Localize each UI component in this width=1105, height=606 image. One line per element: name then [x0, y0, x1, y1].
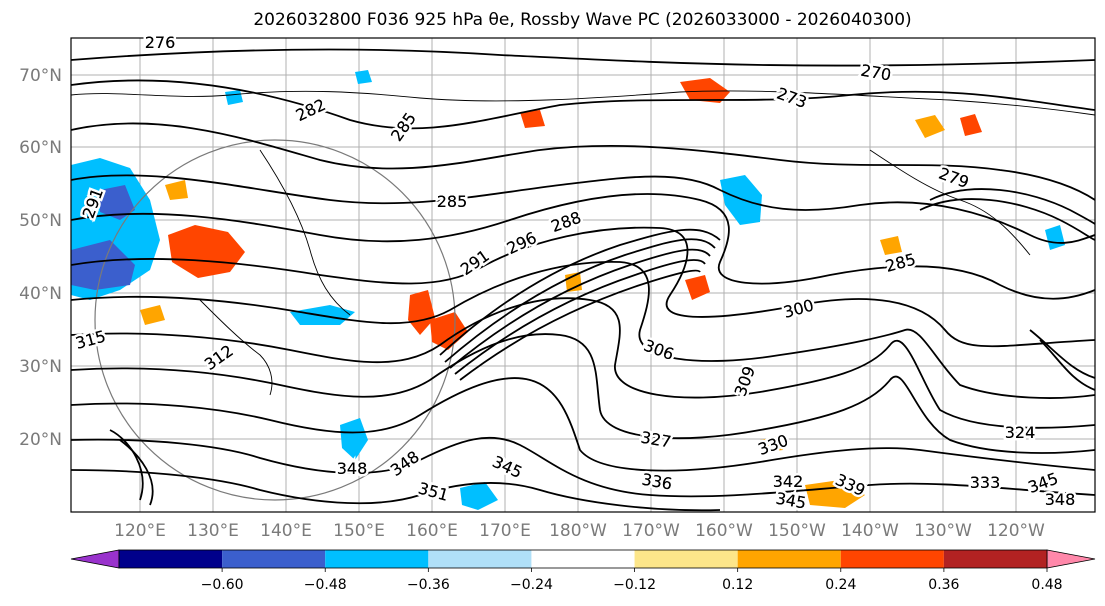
contour-label: 348: [337, 459, 368, 478]
positive-anomaly-patch: [680, 78, 730, 103]
longitude-label: 140°W: [841, 521, 899, 541]
negative-anomaly-patch: [460, 482, 498, 510]
colorbar-tick-label: 0.24: [825, 577, 856, 593]
diagnostic-circle: [94, 139, 456, 501]
contour-label: 342: [773, 472, 804, 491]
longitude-label: 120°E: [114, 521, 166, 541]
plot-area: [71, 38, 1095, 512]
positive-anomaly-patch: [140, 305, 165, 325]
contour-label-halo: 348: [1045, 490, 1076, 509]
colorbar-extend-low: [70, 549, 120, 569]
latitude-labels: 70°N 60°N 50°N 40°N 30°N 20°N: [19, 66, 62, 450]
colorbar-segment: [531, 550, 635, 568]
colorbar-tick-label: −0.60: [201, 577, 244, 593]
latitude-label: 20°N: [19, 430, 62, 450]
negative-anomaly-patch: [355, 70, 372, 84]
colorbar: −0.60 −0.48 −0.36 −0.24 −0.12 0.12 0.24 0.36 0.4…: [70, 549, 1096, 593]
colorbar-segment: [428, 550, 532, 568]
latitude-label: 30°N: [19, 357, 62, 377]
longitude-label: 120°W: [987, 521, 1045, 541]
colorbar-tick-label: −0.36: [407, 577, 450, 593]
contour-label-halo: 333: [970, 473, 1001, 492]
coastlines: [71, 90, 1095, 396]
theta-e-contours: [71, 48, 1095, 512]
negative-anomaly-patch: [100, 185, 135, 220]
colorbar-segment: [634, 550, 738, 568]
positive-anomaly-patch: [168, 225, 245, 278]
colorbar-tick-label: 0.12: [722, 577, 753, 593]
contour-label-halo: 276: [145, 33, 176, 52]
colorbar-segment: [325, 550, 429, 568]
colorbar-segment: [840, 550, 944, 568]
anomaly-shading: [71, 70, 1065, 510]
positive-anomaly-patch: [430, 312, 468, 350]
positive-anomaly-patch: [685, 275, 710, 300]
positive-anomaly-patch: [408, 290, 435, 335]
map-title: 2026032800 F036 925 hPa θe, Rossby Wave …: [253, 10, 912, 30]
longitude-label: 170°W: [622, 521, 680, 541]
contour-label: 333: [970, 473, 1001, 492]
latitude-label: 70°N: [19, 66, 62, 86]
contour-label: 285: [437, 192, 468, 211]
latitude-label: 60°N: [19, 138, 62, 158]
colorbar-tick-label: 0.48: [1031, 577, 1062, 593]
negative-anomaly-patch: [340, 418, 368, 460]
latitude-label: 40°N: [19, 284, 62, 304]
colorbar-extend-high: [1046, 549, 1096, 569]
colorbar-segment: [737, 550, 841, 568]
longitude-labels: 120°E 130°E 140°E 150°E 160°E 170°E 180°W 170°W…: [114, 521, 1045, 541]
positive-anomaly-patch: [960, 114, 982, 136]
longitude-label: 170°E: [479, 521, 531, 541]
contour-label: 276: [145, 33, 176, 52]
longitude-label: 130°W: [914, 521, 972, 541]
positive-anomaly-patch: [915, 115, 945, 138]
colorbar-segment: [222, 550, 326, 568]
latitude-label: 50°N: [19, 211, 62, 231]
colorbar-tick-label: −0.24: [510, 577, 553, 593]
contour-label: 348: [1045, 490, 1076, 509]
contour-label-halo: 324: [1005, 423, 1036, 442]
positive-anomaly-patch: [165, 180, 188, 200]
contour-label: 324: [1005, 423, 1036, 442]
longitude-label: 140°E: [260, 521, 312, 541]
positive-anomaly-patch: [520, 110, 545, 128]
longitude-label: 130°E: [187, 521, 239, 541]
positive-anomaly-patch: [760, 436, 783, 452]
colorbar-tick-label: −0.48: [304, 577, 347, 593]
contour-label-halo: 342: [773, 472, 804, 491]
colorbar-segment: [943, 550, 1047, 568]
longitude-label: 160°E: [406, 521, 458, 541]
negative-anomaly-patch: [720, 175, 762, 225]
colorbar-tick-label: −0.12: [613, 577, 656, 593]
colorbar-segment: [119, 550, 223, 568]
longitude-label: 160°W: [695, 521, 753, 541]
contour-label-halo: 348: [337, 459, 368, 478]
longitude-label: 150°W: [768, 521, 826, 541]
positive-anomaly-patch: [880, 236, 902, 255]
gridlines: [71, 38, 1095, 512]
plot-frame: [70, 37, 1096, 513]
map-content: [71, 38, 1095, 512]
longitude-label: 180°W: [549, 521, 607, 541]
colorbar-tick-label: 0.36: [928, 577, 959, 593]
colorbar-frame: [118, 549, 1048, 569]
longitude-label: 150°E: [333, 521, 385, 541]
contour-label-halo: 285: [437, 192, 468, 211]
